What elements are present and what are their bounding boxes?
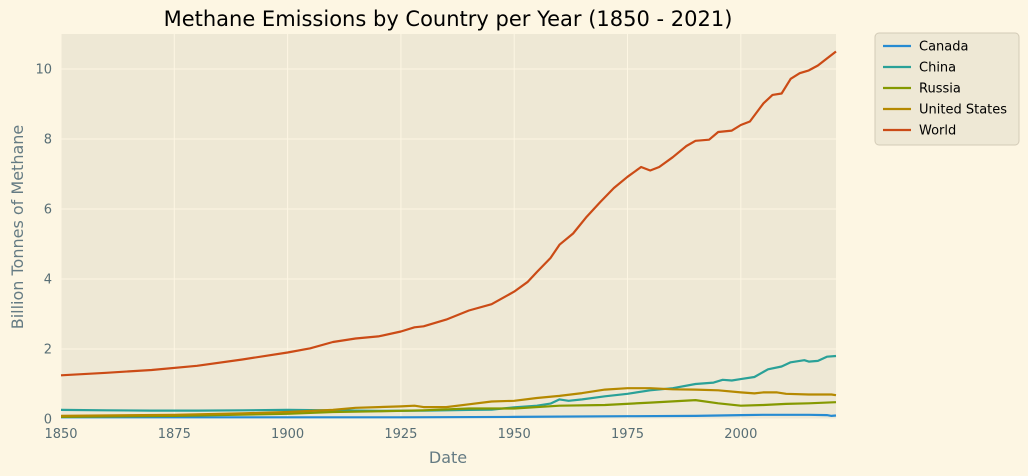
x-axis-title: Date <box>429 448 467 467</box>
chart-title: Methane Emissions by Country per Year (1… <box>164 7 733 31</box>
legend-label: Russia <box>919 82 961 97</box>
y-tick-label: 6 <box>44 203 52 218</box>
x-tick-label: 1875 <box>158 427 191 442</box>
legend-label: Canada <box>919 40 968 55</box>
legend-label: World <box>919 124 956 139</box>
plot-area <box>61 34 836 419</box>
x-tick-label: 1925 <box>384 427 417 442</box>
series-line-russia <box>60 399 837 418</box>
legend-label: United States <box>919 103 1007 118</box>
y-tick-label: 2 <box>44 343 52 358</box>
x-tick-label: 1900 <box>271 427 304 442</box>
legend-label: China <box>919 61 956 76</box>
legend-box <box>874 32 1020 146</box>
x-tick-label: 1850 <box>44 427 77 442</box>
y-tick-label: 10 <box>35 63 52 78</box>
series-line-world <box>60 50 837 377</box>
x-tick-label: 1975 <box>611 427 644 442</box>
y-axis-title: Billion Tonnes of Methane <box>8 125 27 330</box>
tick-labels: 1850 1875 1900 1925 1950 1975 2000 0 2 4 6 8 10 <box>35 63 757 443</box>
y-tick-label: 4 <box>44 273 52 288</box>
series-lines <box>60 50 837 419</box>
grid-lines <box>60 34 836 420</box>
x-tick-label: 1950 <box>498 427 531 442</box>
y-tick-label: 0 <box>44 413 52 428</box>
y-tick-label: 8 <box>44 133 52 148</box>
series-line-canada <box>61 413 837 419</box>
series-line-united-states <box>60 387 837 417</box>
x-tick-label: 2000 <box>724 427 757 442</box>
legend: Canada China Russia United States World <box>874 32 1020 146</box>
